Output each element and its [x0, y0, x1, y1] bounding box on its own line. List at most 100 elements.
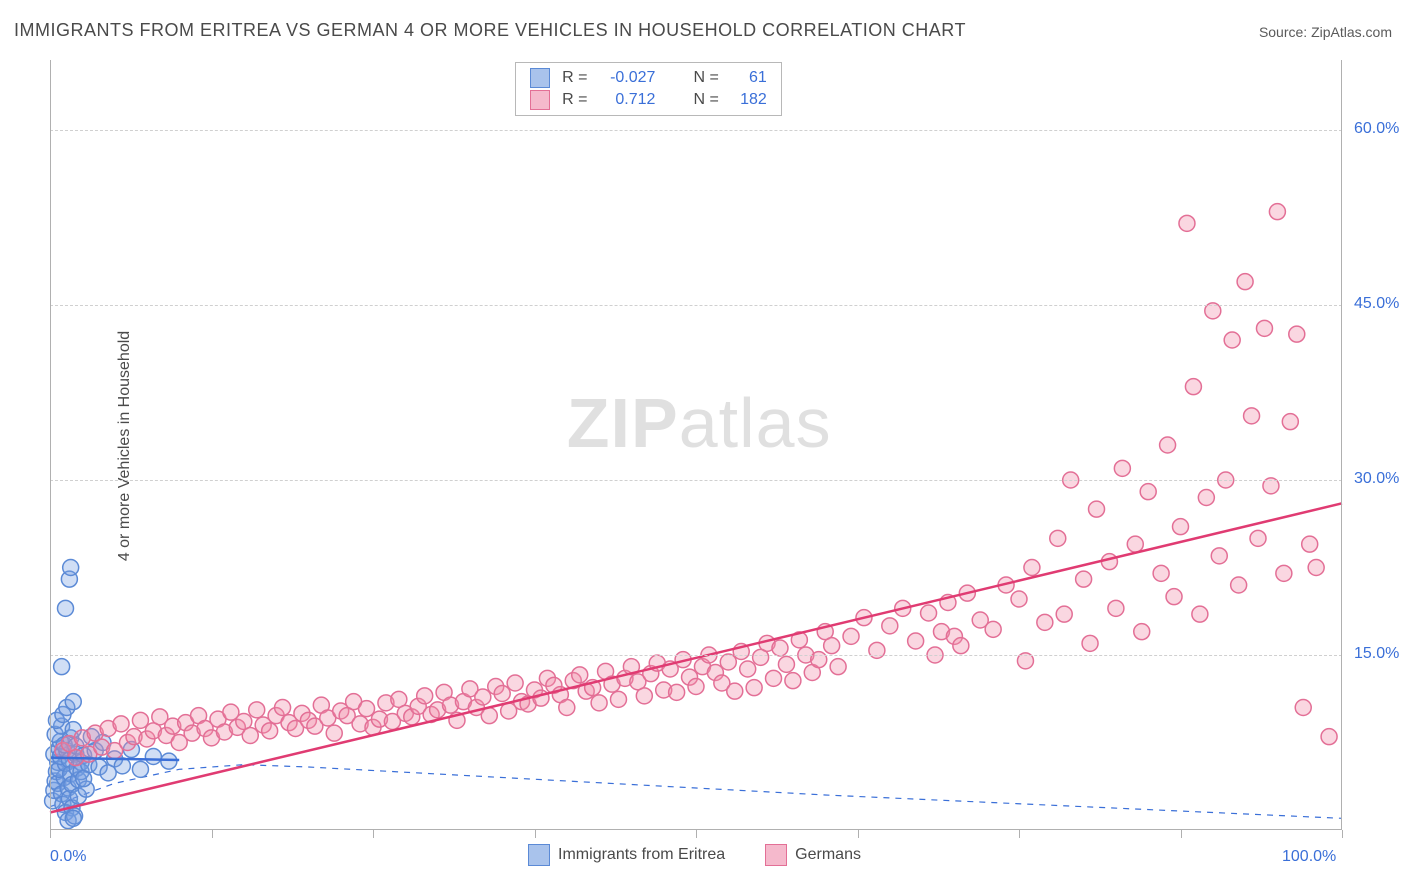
data-point-germans — [772, 640, 788, 656]
legend-n-label: N = — [687, 67, 724, 89]
legend-r-value-germans: 0.712 — [593, 89, 661, 111]
data-point-germans — [1289, 326, 1305, 342]
data-point-germans — [249, 702, 265, 718]
data-point-germans — [1101, 554, 1117, 570]
data-point-germans — [1256, 320, 1272, 336]
chart-container: IMMIGRANTS FROM ERITREA VS GERMAN 4 OR M… — [0, 0, 1406, 892]
data-point-eritrea — [132, 761, 148, 777]
legend-r-label: R = — [556, 89, 593, 111]
data-point-germans — [766, 670, 782, 686]
x-tick — [696, 830, 697, 838]
data-point-eritrea — [145, 749, 161, 765]
data-point-germans — [481, 708, 497, 724]
data-point-germans — [985, 621, 1001, 637]
data-point-eritrea — [161, 753, 177, 769]
data-point-germans — [1295, 700, 1311, 716]
y-tick-label: 45.0% — [1354, 295, 1399, 313]
data-point-germans — [1244, 408, 1260, 424]
data-point-germans — [882, 618, 898, 634]
legend-swatch-germans-bottom — [765, 844, 787, 866]
x-tick — [50, 830, 51, 838]
data-point-germans — [242, 728, 258, 744]
data-point-germans — [507, 675, 523, 691]
plot-svg — [50, 60, 1342, 830]
data-point-eritrea — [76, 771, 92, 787]
data-point-germans — [610, 691, 626, 707]
data-point-germans — [113, 716, 129, 732]
data-point-germans — [1198, 490, 1214, 506]
data-point-germans — [1082, 635, 1098, 651]
data-point-germans — [1250, 530, 1266, 546]
legend-swatch-eritrea — [530, 68, 550, 88]
data-point-germans — [572, 667, 588, 683]
y-tick-label: 15.0% — [1354, 645, 1399, 663]
legend-swatch-germans — [530, 90, 550, 110]
data-point-germans — [830, 659, 846, 675]
x-tick — [1342, 830, 1343, 838]
grid-line — [50, 130, 1342, 131]
data-point-germans — [1276, 565, 1292, 581]
data-point-germans — [1192, 606, 1208, 622]
data-point-germans — [1037, 614, 1053, 630]
data-point-germans — [921, 605, 937, 621]
legend-n-value-germans: 182 — [725, 89, 773, 111]
data-point-germans — [740, 661, 756, 677]
data-point-germans — [359, 701, 375, 717]
data-point-germans — [262, 723, 278, 739]
x-tick — [1181, 830, 1182, 838]
data-point-germans — [727, 683, 743, 699]
y-tick-label: 60.0% — [1354, 120, 1399, 138]
data-point-germans — [636, 688, 652, 704]
y-tick-label: 30.0% — [1354, 470, 1399, 488]
data-point-germans — [720, 654, 736, 670]
x-tick-label: 0.0% — [50, 848, 86, 866]
data-point-germans — [559, 700, 575, 716]
legend-item-germans: Germans — [765, 846, 861, 863]
data-point-germans — [1185, 379, 1201, 395]
data-point-germans — [824, 638, 840, 654]
data-point-germans — [778, 656, 794, 672]
dashed-trend — [50, 765, 1342, 819]
data-point-germans — [843, 628, 859, 644]
x-tick-label: 100.0% — [1282, 848, 1342, 866]
data-point-germans — [785, 673, 801, 689]
data-point-germans — [908, 633, 924, 649]
data-point-germans — [953, 638, 969, 654]
data-point-germans — [1308, 560, 1324, 576]
data-point-germans — [1179, 215, 1195, 231]
data-point-germans — [1011, 591, 1027, 607]
data-point-germans — [1282, 414, 1298, 430]
data-point-germans — [1231, 577, 1247, 593]
data-point-germans — [1056, 606, 1072, 622]
source-link[interactable]: ZipAtlas.com — [1311, 24, 1392, 40]
data-point-germans — [1302, 536, 1318, 552]
stats-legend: R =-0.027N =61R =0.712N =182 — [515, 62, 782, 116]
data-point-germans — [1166, 589, 1182, 605]
data-point-eritrea — [65, 810, 81, 826]
x-tick — [535, 830, 536, 838]
data-point-germans — [1160, 437, 1176, 453]
y-axis-line — [50, 60, 51, 830]
data-point-germans — [1076, 571, 1092, 587]
data-point-germans — [1140, 484, 1156, 500]
data-point-germans — [275, 700, 291, 716]
data-point-germans — [475, 689, 491, 705]
data-point-eritrea — [63, 560, 79, 576]
data-point-germans — [591, 695, 607, 711]
x-tick — [212, 830, 213, 838]
legend-r-label: R = — [556, 67, 593, 89]
data-point-germans — [1127, 536, 1143, 552]
data-point-eritrea — [58, 600, 74, 616]
data-point-germans — [1050, 530, 1066, 546]
x-tick — [1019, 830, 1020, 838]
data-point-germans — [1134, 624, 1150, 640]
data-point-germans — [1211, 548, 1227, 564]
data-point-germans — [1114, 460, 1130, 476]
data-point-germans — [669, 684, 685, 700]
legend-item-eritrea: Immigrants from Eritrea — [528, 846, 725, 863]
grid-line — [50, 480, 1342, 481]
data-point-germans — [688, 679, 704, 695]
data-point-eritrea — [54, 659, 70, 675]
data-point-germans — [1224, 332, 1240, 348]
data-point-germans — [1269, 204, 1285, 220]
